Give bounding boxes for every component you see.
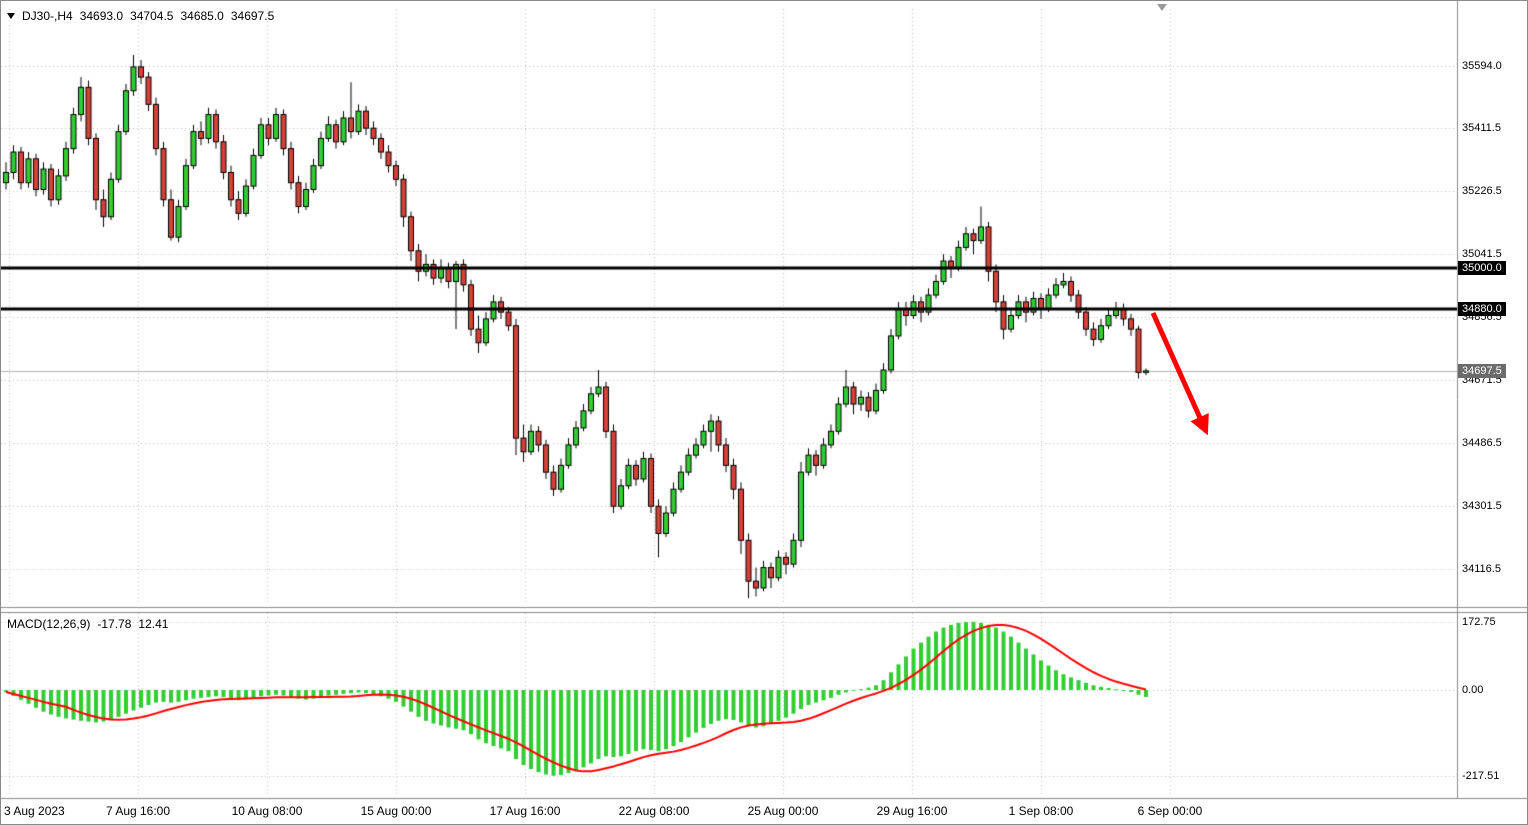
- macd-name: MACD(12,26,9): [7, 617, 91, 631]
- macd-main-value: -17.78: [97, 617, 132, 631]
- bar-open-value: 34693.0: [79, 9, 124, 23]
- bar-high-value: 34704.5: [130, 9, 174, 23]
- symbol-name: DJ30-,H4: [22, 9, 73, 23]
- macd-signal-value: 12.41: [138, 617, 169, 631]
- bar-close-value: 34697.5: [230, 9, 275, 23]
- symbol-dropdown-icon[interactable]: [7, 13, 15, 19]
- chart-shift-marker-icon[interactable]: [1157, 4, 1167, 11]
- symbol-ohlc-bar: DJ30-,H4 34693.0 34704.5 34685.0 34697.5: [7, 9, 274, 23]
- macd-indicator-label: MACD(12,26,9) -17.78 12.41: [7, 617, 168, 631]
- bar-low-value: 34685.0: [180, 9, 224, 23]
